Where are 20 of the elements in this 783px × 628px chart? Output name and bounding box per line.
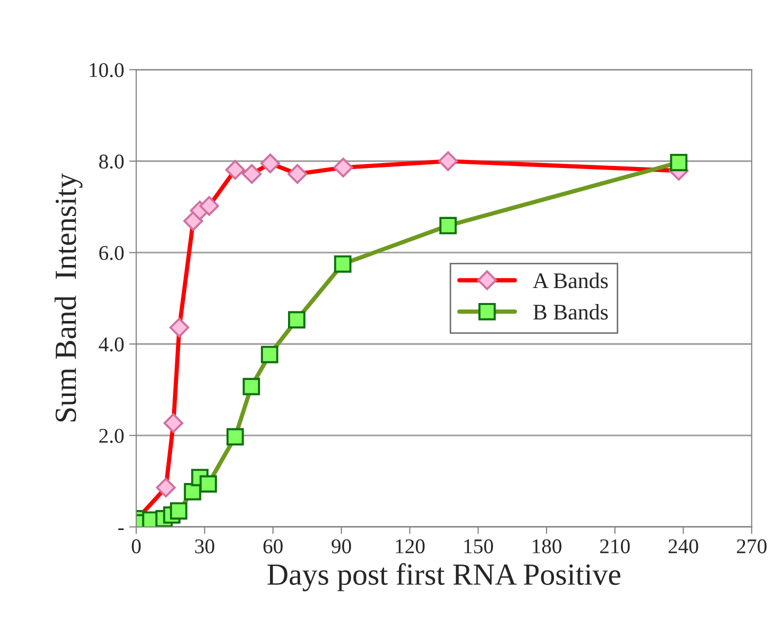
y-tick-label: 2.0 [99, 428, 124, 443]
x-tick-label: 270 [736, 539, 767, 554]
y-tick-label: 4.0 [98, 337, 124, 352]
x-tick-label: 30 [195, 539, 214, 554]
x-tick-label: 0 [132, 539, 141, 554]
x-tick-label: 240 [668, 539, 698, 554]
x-axis-title: Days post first RNA Positive [267, 563, 620, 592]
legend-label: A Bands [532, 272, 608, 288]
x-tick-label: 180 [532, 539, 562, 554]
y-axis-title: Sum Band Intensity [54, 173, 82, 422]
y-tick-label: - [118, 528, 124, 530]
x-tick-label: 60 [263, 539, 283, 554]
y-tick-label: 10.0 [90, 63, 124, 78]
x-tick-label: 210 [600, 539, 630, 554]
x-tick-label: 150 [464, 539, 493, 554]
legend-label: B Bands [533, 304, 608, 320]
y-tick-label: 8.0 [99, 154, 124, 169]
x-tick-label: 120 [396, 539, 425, 554]
x-tick-label: 90 [332, 539, 352, 554]
y-tick-label: 6.0 [99, 246, 124, 260]
